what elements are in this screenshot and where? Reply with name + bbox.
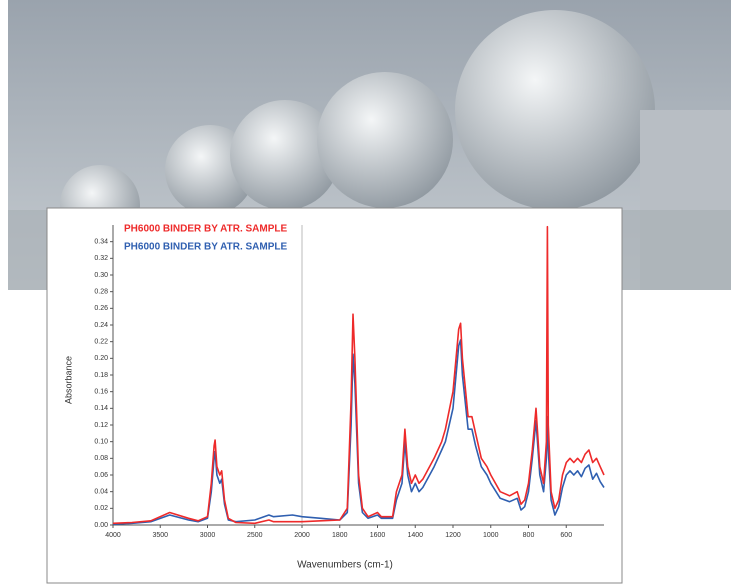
y-tick-label: 0.32 bbox=[94, 255, 108, 262]
x-tick-label: 3000 bbox=[200, 532, 216, 539]
x-tick-label: 1800 bbox=[332, 532, 348, 539]
x-tick-label: 1000 bbox=[483, 532, 499, 539]
x-axis-title: Wavenumbers (cm-1) bbox=[297, 560, 393, 571]
x-tick-label: 1600 bbox=[370, 532, 386, 539]
x-tick-label: 800 bbox=[523, 532, 535, 539]
y-tick-label: 0.02 bbox=[94, 505, 108, 512]
page: 0.00 0.02 0.04 0.06 0.08 0.10 0.12 0.14 0.16 0.18… bbox=[0, 0, 731, 587]
y-tick-label: 0.28 bbox=[94, 289, 108, 296]
x-tick-label: 2000 bbox=[294, 532, 310, 539]
x-tick-label: 4000 bbox=[105, 532, 121, 539]
legend-entry: PH6000 BINDER BY ATR. SAMPLE bbox=[124, 224, 288, 235]
y-axis-title: Absorbance bbox=[63, 356, 73, 404]
y-tick-label: 0.30 bbox=[94, 272, 108, 279]
y-tick-label: 0.12 bbox=[94, 422, 108, 429]
legend-entry: PH6000 BINDER BY ATR. SAMPLE bbox=[124, 242, 288, 253]
y-tick-label: 0.34 bbox=[94, 239, 108, 246]
y-tick-label: 0.08 bbox=[94, 455, 108, 462]
chart-frame bbox=[47, 208, 622, 583]
y-tick-label: 0.20 bbox=[94, 355, 108, 362]
x-tick-label: 1400 bbox=[407, 532, 423, 539]
y-tick-label: 0.04 bbox=[94, 489, 108, 496]
y-tick-label: 0.18 bbox=[94, 372, 108, 379]
y-tick-label: 0.06 bbox=[94, 472, 108, 479]
y-tick-label: 0.26 bbox=[94, 305, 108, 312]
y-tick-label: 0.16 bbox=[94, 389, 108, 396]
y-tick-label: 0.00 bbox=[94, 522, 108, 529]
y-tick-label: 0.14 bbox=[94, 405, 108, 412]
y-tick-label: 0.22 bbox=[94, 339, 108, 346]
x-tick-label: 3500 bbox=[152, 532, 168, 539]
y-tick-label: 0.24 bbox=[94, 322, 108, 329]
x-tick-label: 600 bbox=[560, 532, 572, 539]
y-tick-label: 0.10 bbox=[94, 439, 108, 446]
x-tick-label: 2500 bbox=[247, 532, 263, 539]
x-tick-label: 1200 bbox=[445, 532, 461, 539]
